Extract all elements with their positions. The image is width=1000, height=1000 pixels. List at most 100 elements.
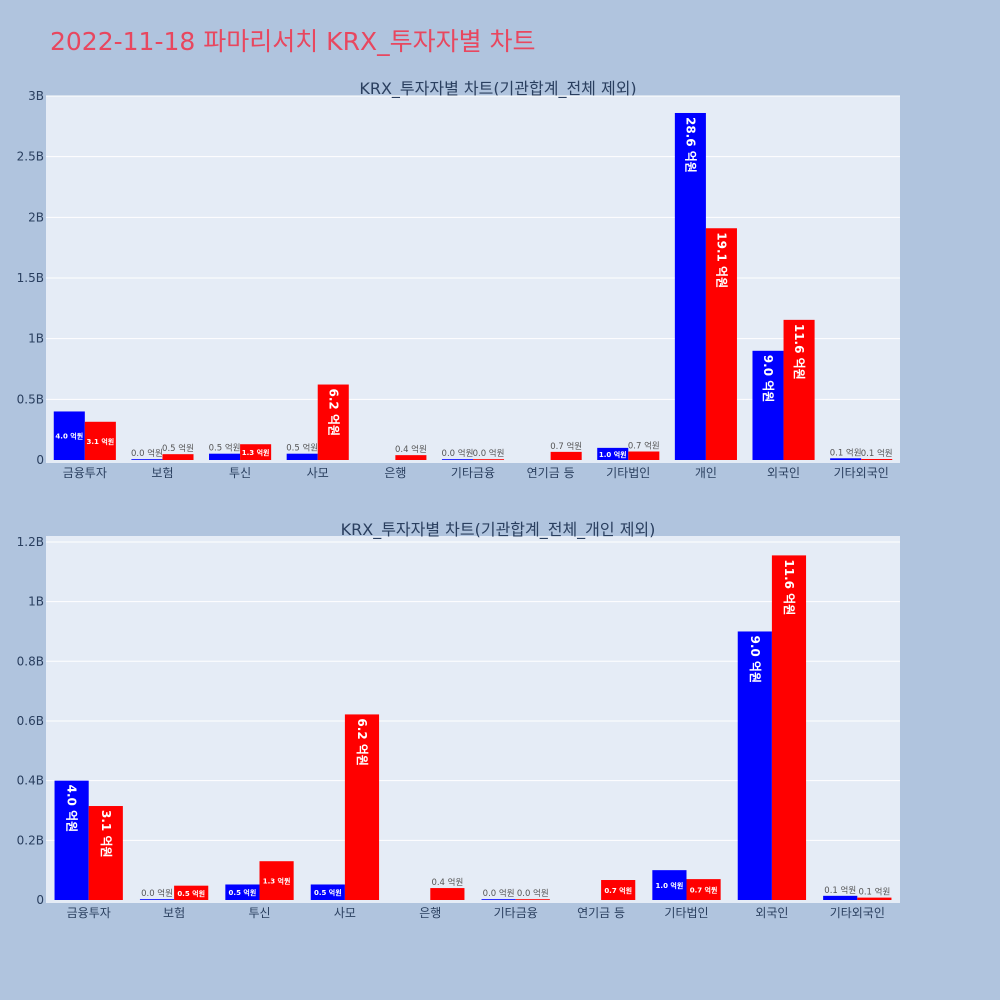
bar-value-label: 0.0 억원 xyxy=(141,888,173,899)
bar-value-label: 11.6 억원 xyxy=(782,559,796,615)
y-tick-label: 3B xyxy=(28,89,44,103)
bar xyxy=(131,459,163,460)
bar-value-label: 1.0 억원 xyxy=(599,450,627,459)
bar xyxy=(209,453,241,460)
y-tick-label: 1.2B xyxy=(17,535,44,549)
x-tick-label: 기타법인 xyxy=(606,466,650,480)
bar-value-label: 1.3 억원 xyxy=(242,448,270,457)
bar-value-label: 4.0 억원 xyxy=(55,432,83,441)
bar xyxy=(174,885,209,900)
bar-value-label: 0.1 억원 xyxy=(824,885,856,896)
bar xyxy=(752,350,784,460)
chart-title: KRX_투자자별 차트(기관합계_전체 제외) xyxy=(359,79,636,99)
bar-value-label: 0.1 억원 xyxy=(861,448,893,459)
bar-value-label: 3.1 억원 xyxy=(86,437,114,446)
bar xyxy=(597,447,629,460)
bar-value-label: 11.6 억원 xyxy=(792,324,806,380)
chart-title: KRX_투자자별 차트(기관합계_전체_개인 제외) xyxy=(341,520,656,540)
y-tick-label: 0.5B xyxy=(17,392,44,406)
bar-value-label: 6.2 억원 xyxy=(355,718,369,766)
x-tick-label: 투신 xyxy=(229,466,251,480)
bar xyxy=(441,459,473,460)
bar-value-label: 1.3 억원 xyxy=(263,877,291,886)
y-tick-label: 0.2B xyxy=(17,833,44,847)
x-tick-label: 외국인 xyxy=(755,906,788,920)
y-tick-label: 1.5B xyxy=(17,271,44,285)
bar-value-label: 4.0 억원 xyxy=(65,785,79,833)
bar-value-label: 3.1 억원 xyxy=(99,810,113,858)
x-tick-label: 기타금융 xyxy=(494,906,538,920)
bar-value-label: 0.5 억원 xyxy=(286,443,318,454)
bar-value-label: 0.5 억원 xyxy=(229,888,257,897)
bar xyxy=(240,444,272,460)
bar-value-label: 0.0 억원 xyxy=(483,888,515,899)
x-tick-label: 은행 xyxy=(384,465,406,480)
bar-value-label: 0.5 억원 xyxy=(177,889,205,898)
x-tick-label: 개인 xyxy=(695,466,717,480)
bar-value-label: 0.5 억원 xyxy=(209,443,241,454)
bar xyxy=(628,451,660,460)
x-tick-label: 사모 xyxy=(334,906,356,920)
y-tick-label: 1B xyxy=(28,332,44,346)
bar xyxy=(857,897,892,900)
bar xyxy=(674,112,706,460)
bar xyxy=(652,870,687,900)
bar xyxy=(515,899,550,900)
x-tick-label: 외국인 xyxy=(767,466,800,480)
x-tick-label: 기타금융 xyxy=(451,466,495,480)
bar xyxy=(162,454,194,460)
bar xyxy=(601,880,636,900)
bar xyxy=(686,879,721,900)
bar xyxy=(84,421,116,460)
bar xyxy=(54,780,89,900)
bar xyxy=(139,899,175,900)
bar xyxy=(286,453,318,460)
bar-value-label: 9.0 억원 xyxy=(761,355,775,403)
bar-value-label: 28.6 억원 xyxy=(683,117,697,173)
bar-value-label: 6.2 억원 xyxy=(326,389,340,437)
bar xyxy=(344,714,380,900)
bar xyxy=(550,451,582,460)
x-tick-label: 사모 xyxy=(307,466,329,480)
bar-value-label: 0.7 억원 xyxy=(628,441,660,452)
bar-value-label: 1.0 억원 xyxy=(656,881,684,890)
bar-value-label: 0.0 억원 xyxy=(131,448,163,459)
bar xyxy=(823,895,858,900)
bar xyxy=(783,319,815,460)
x-tick-label: 연기금 등 xyxy=(577,906,625,920)
bar xyxy=(259,861,294,900)
page-title: 2022-11-18 파마리서치 KRX_투자자별 차트 xyxy=(50,27,536,56)
bar-value-label: 0.0 억원 xyxy=(517,888,549,899)
bar-value-label: 0.7 억원 xyxy=(550,441,582,452)
y-tick-label: 0.8B xyxy=(17,654,44,668)
x-tick-label: 기타외국인 xyxy=(834,466,889,480)
bar-value-label: 0.0 억원 xyxy=(473,448,505,459)
x-tick-label: 연기금 등 xyxy=(527,466,575,480)
y-tick-label: 0 xyxy=(36,893,44,907)
bar-value-label: 0.5 억원 xyxy=(314,888,342,897)
y-tick-label: 0.4B xyxy=(17,774,44,788)
x-tick-label: 은행 xyxy=(419,905,441,920)
bar xyxy=(830,458,862,460)
y-tick-label: 2.5B xyxy=(17,150,44,164)
x-tick-label: 보험 xyxy=(163,906,185,920)
y-tick-label: 1B xyxy=(28,595,44,609)
bar xyxy=(473,459,505,460)
bar-value-label: 0.1 억원 xyxy=(830,447,862,458)
x-tick-label: 금융투자 xyxy=(63,466,107,480)
bar-value-label: 19.1 억원 xyxy=(714,232,728,288)
bar xyxy=(481,899,516,900)
bar-value-label: 0.1 억원 xyxy=(858,887,890,898)
bar xyxy=(317,384,349,460)
bar xyxy=(737,631,772,900)
y-tick-label: 2B xyxy=(28,210,44,224)
bar xyxy=(430,888,465,900)
bar-value-label: 0.7 억원 xyxy=(604,886,632,895)
x-tick-label: 금융투자 xyxy=(67,906,111,920)
bar xyxy=(705,228,737,460)
bar xyxy=(861,459,893,460)
bar xyxy=(88,806,123,900)
bar xyxy=(225,884,260,900)
bar xyxy=(771,555,807,900)
